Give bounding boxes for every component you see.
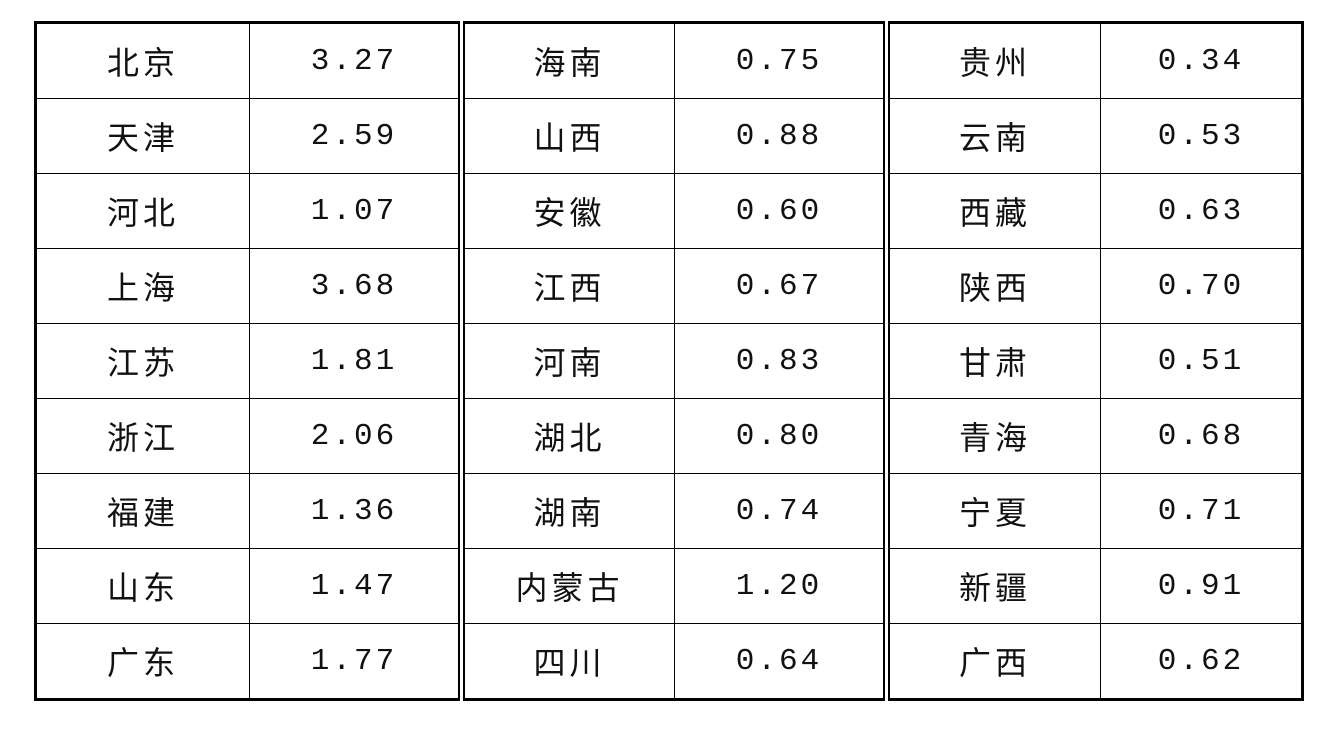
province-name-cell: 内蒙古 bbox=[461, 548, 675, 624]
province-name-cell: 广西 bbox=[886, 623, 1101, 700]
province-name-cell: 天津 bbox=[35, 98, 250, 174]
province-value-table: 北京 3.27 海南 0.75 贵州 0.34 天津 2.59 山西 0.88 云南 0.53 河北 1.… bbox=[34, 21, 1304, 701]
value-cell: 0.53 bbox=[1100, 98, 1303, 174]
province-name-cell: 宁夏 bbox=[886, 473, 1101, 549]
province-name-cell: 北京 bbox=[35, 22, 250, 99]
value-cell: 1.47 bbox=[249, 548, 465, 624]
value-cell: 1.20 bbox=[674, 548, 890, 624]
table-row: 福建 1.36 湖南 0.74 宁夏 0.71 bbox=[35, 473, 1303, 549]
province-name-cell: 湖北 bbox=[461, 398, 675, 474]
province-name-cell: 海南 bbox=[461, 22, 675, 99]
table-row: 北京 3.27 海南 0.75 贵州 0.34 bbox=[35, 22, 1303, 99]
value-cell: 3.68 bbox=[249, 248, 465, 324]
value-cell: 0.34 bbox=[1100, 22, 1303, 99]
value-cell: 0.70 bbox=[1100, 248, 1303, 324]
province-name-cell: 浙江 bbox=[35, 398, 250, 474]
province-name-cell: 陕西 bbox=[886, 248, 1101, 324]
table-row: 江苏 1.81 河南 0.83 甘肃 0.51 bbox=[35, 323, 1303, 399]
province-name-cell: 福建 bbox=[35, 473, 250, 549]
value-cell: 2.59 bbox=[249, 98, 465, 174]
value-cell: 3.27 bbox=[249, 22, 465, 99]
value-cell: 0.68 bbox=[1100, 398, 1303, 474]
value-cell: 1.07 bbox=[249, 173, 465, 249]
value-cell: 0.64 bbox=[674, 623, 890, 700]
province-name-cell: 云南 bbox=[886, 98, 1101, 174]
value-cell: 0.80 bbox=[674, 398, 890, 474]
value-cell: 0.75 bbox=[674, 22, 890, 99]
table-row: 山东 1.47 内蒙古 1.20 新疆 0.91 bbox=[35, 548, 1303, 624]
value-cell: 1.77 bbox=[249, 623, 465, 700]
province-name-cell: 河南 bbox=[461, 323, 675, 399]
province-name-cell: 山东 bbox=[35, 548, 250, 624]
table-row: 天津 2.59 山西 0.88 云南 0.53 bbox=[35, 98, 1303, 174]
province-name-cell: 江苏 bbox=[35, 323, 250, 399]
province-name-cell: 湖南 bbox=[461, 473, 675, 549]
value-cell: 0.71 bbox=[1100, 473, 1303, 549]
value-cell: 0.60 bbox=[674, 173, 890, 249]
value-cell: 1.81 bbox=[249, 323, 465, 399]
province-name-cell: 青海 bbox=[886, 398, 1101, 474]
province-name-cell: 贵州 bbox=[886, 22, 1101, 99]
table-row: 上海 3.68 江西 0.67 陕西 0.70 bbox=[35, 248, 1303, 324]
province-name-cell: 上海 bbox=[35, 248, 250, 324]
province-name-cell: 甘肃 bbox=[886, 323, 1101, 399]
province-name-cell: 江西 bbox=[461, 248, 675, 324]
value-cell: 0.88 bbox=[674, 98, 890, 174]
value-cell: 0.74 bbox=[674, 473, 890, 549]
province-name-cell: 河北 bbox=[35, 173, 250, 249]
value-cell: 0.63 bbox=[1100, 173, 1303, 249]
province-name-cell: 四川 bbox=[461, 623, 675, 700]
table-row: 河北 1.07 安徽 0.60 西藏 0.63 bbox=[35, 173, 1303, 249]
value-cell: 2.06 bbox=[249, 398, 465, 474]
province-name-cell: 山西 bbox=[461, 98, 675, 174]
province-name-cell: 西藏 bbox=[886, 173, 1101, 249]
table-row: 广东 1.77 四川 0.64 广西 0.62 bbox=[35, 623, 1303, 700]
value-cell: 0.83 bbox=[674, 323, 890, 399]
province-name-cell: 新疆 bbox=[886, 548, 1101, 624]
table-row: 浙江 2.06 湖北 0.80 青海 0.68 bbox=[35, 398, 1303, 474]
value-cell: 0.62 bbox=[1100, 623, 1303, 700]
value-cell: 0.51 bbox=[1100, 323, 1303, 399]
value-cell: 0.67 bbox=[674, 248, 890, 324]
value-cell: 0.91 bbox=[1100, 548, 1303, 624]
value-cell: 1.36 bbox=[249, 473, 465, 549]
province-name-cell: 安徽 bbox=[461, 173, 675, 249]
province-name-cell: 广东 bbox=[35, 623, 250, 700]
